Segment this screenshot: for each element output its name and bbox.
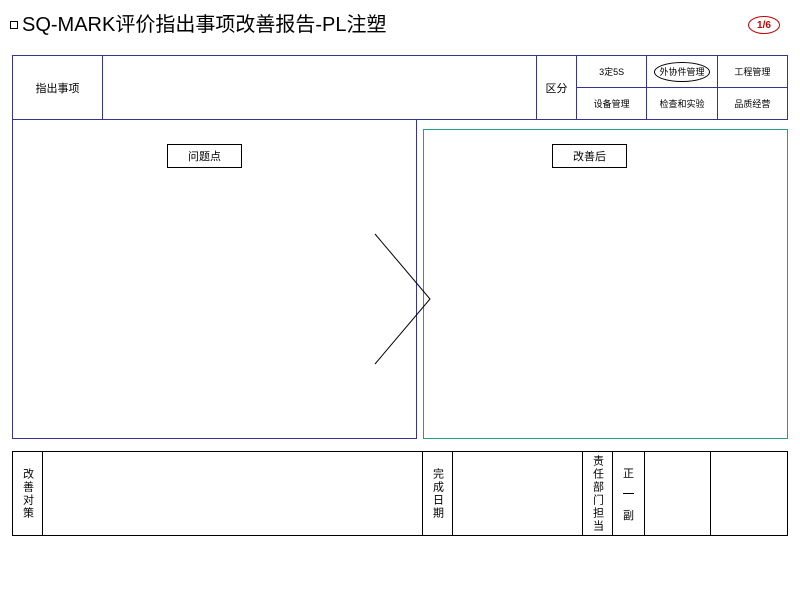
category-row-2: 设备管理 检查和实验 品质经营: [577, 88, 787, 119]
date-label: 完成日期: [423, 452, 453, 535]
cat-quality: 品质经营: [718, 88, 787, 119]
cat-process: 工程管理: [718, 56, 787, 87]
plan-label: 改善对策: [13, 452, 43, 535]
category-row-1: 3定5S 外协件管理 工程管理: [577, 56, 787, 88]
title-text: SQ-MARK评价指出事项改善报告-PL注塑: [22, 14, 386, 36]
segment-label: 区分: [537, 56, 577, 119]
top-header-row: 指出事项 区分 3定5S 外协件管理 工程管理 设备管理 检查和实验 品质经营: [12, 55, 788, 120]
cat-equipment: 设备管理: [577, 88, 647, 119]
resp-sub-row: [710, 494, 711, 535]
improved-label: 改善后: [552, 144, 627, 168]
cat-outsource: 外协件管理: [647, 56, 717, 87]
resp-cells: [645, 452, 775, 535]
resp-main-label: 正: [623, 452, 634, 494]
bottom-row: 改善对策 完成日期 责任部门担当 正 副: [12, 451, 788, 536]
issue-label: 指出事项: [13, 56, 103, 119]
date-value: [453, 452, 583, 535]
cat-inspect: 检查和实验: [647, 88, 717, 119]
problem-label: 问题点: [167, 144, 242, 168]
report-body: 指出事项 区分 3定5S 外协件管理 工程管理 设备管理 检查和实验 品质经营 …: [12, 55, 788, 536]
title-bullet-icon: [10, 21, 18, 29]
resp-label: 责任部门担当: [583, 452, 613, 535]
improved-panel: [423, 129, 788, 439]
category-grid: 3定5S 外协件管理 工程管理 设备管理 检查和实验 品质经营: [577, 56, 787, 119]
page-number-text: 1/6: [757, 20, 771, 31]
issue-value: [103, 56, 537, 119]
page-indicator: 1/6: [748, 16, 780, 34]
comparison-region: 问题点 改善后: [12, 119, 788, 439]
page-title: SQ-MARK评价指出事项改善报告-PL注塑: [10, 8, 386, 37]
arrow-icon: [370, 229, 440, 369]
plan-value: [43, 452, 423, 535]
resp-sub-labels: 正 副: [613, 452, 645, 535]
resp-sub-label: 副: [623, 494, 634, 535]
resp-main-row: [710, 452, 711, 494]
cat-3d5s: 3定5S: [577, 56, 647, 87]
